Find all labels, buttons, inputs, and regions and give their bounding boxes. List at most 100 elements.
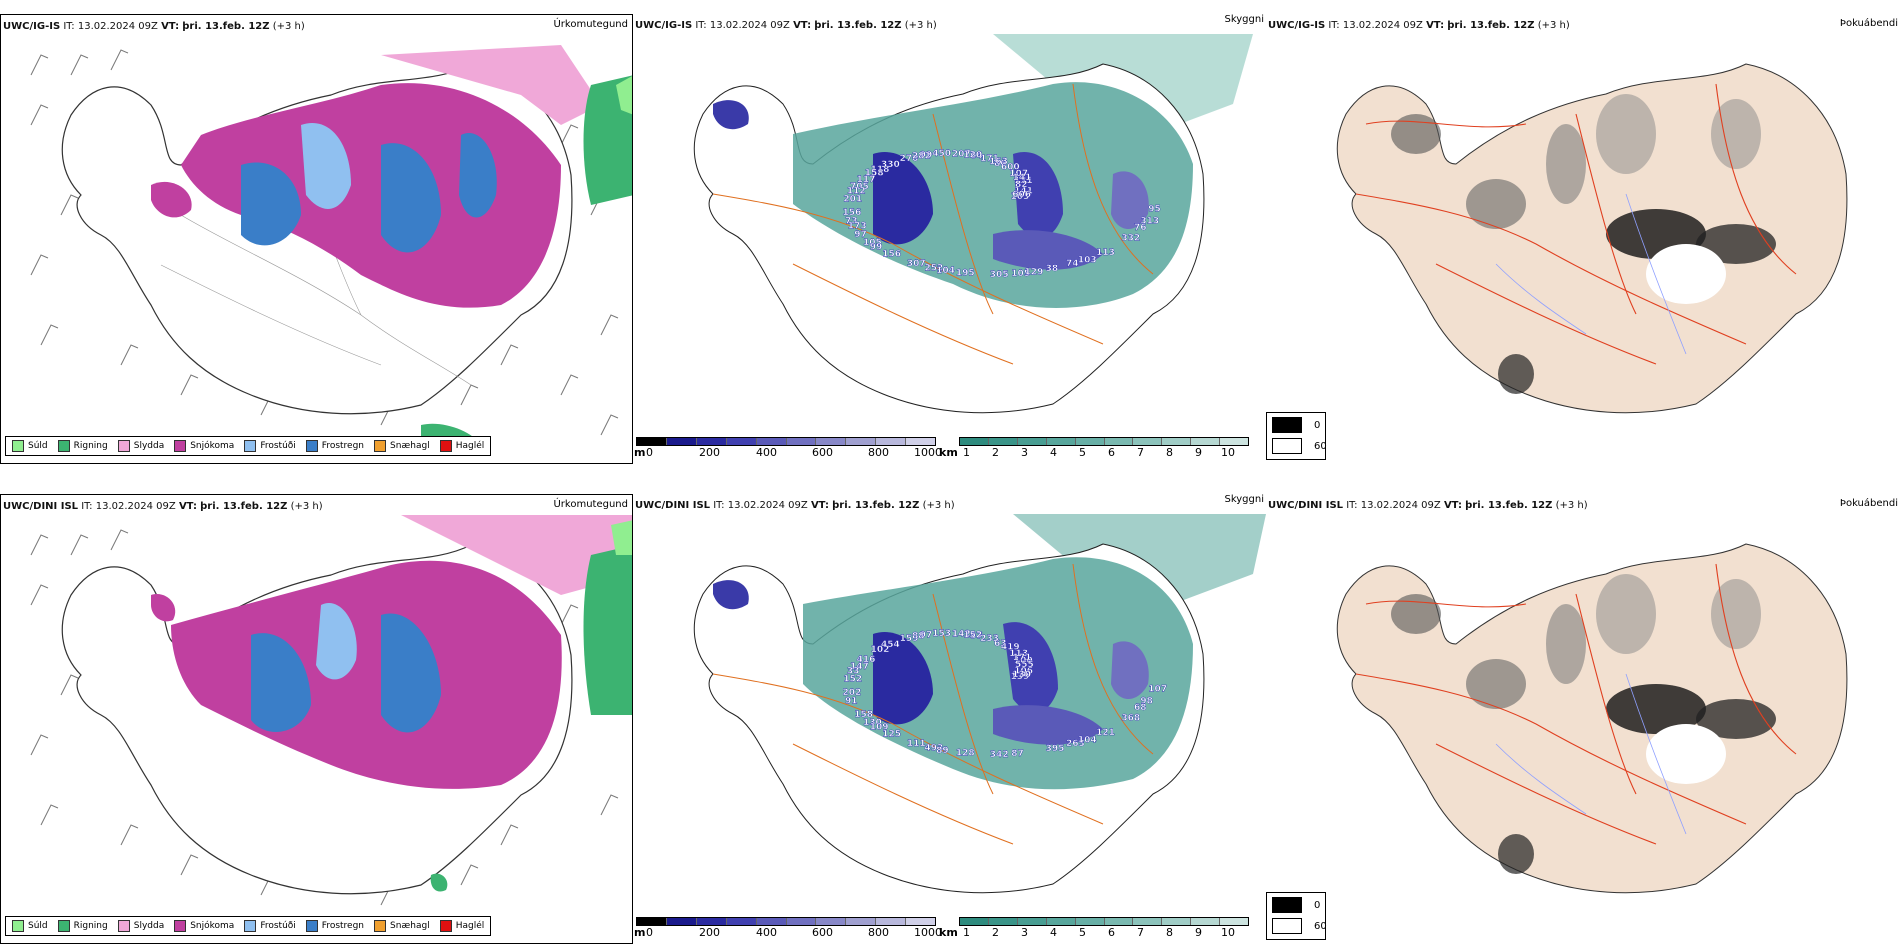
visibility-value-label: 195 [956,269,975,279]
visibility-value-label: 141 [1013,173,1032,183]
visibility-value-label: 147 [850,662,869,672]
visibility-value-label: 107 [1148,685,1167,695]
visibility-value-label: 87 [1011,749,1024,759]
visibility-value-label: 201 [843,195,862,205]
visibility-value-label: 131 [1014,176,1033,186]
visibility-value-label: 332 [1121,234,1140,244]
legend-item: Slydda [117,440,164,452]
scale-unit: km [939,446,958,459]
visibility-value-label: 555 [1015,660,1034,670]
visibility-value-label: 307 [907,259,926,269]
panel-header: UWC/IG-IS IT: 13.02.2024 09Z VT: þri. 13… [3,21,305,32]
visibility-value-label: 270 [900,154,919,164]
visibility-value-label: 113 [1096,248,1115,258]
visibility-value-label: 121 [1096,728,1115,738]
visibility-value-label: 233 [980,634,999,644]
visibility-value-label: 156 [882,250,901,260]
legend-item: Slydda [117,920,164,932]
legend-swatch [374,920,387,932]
visibility-value-label: 98 [1140,696,1153,706]
visibility-value-label: 125 [882,730,901,740]
visibility-value-label: 109 [870,722,889,732]
visibility-value-label: 120 [963,151,982,161]
fog-legend: 0 60 [1266,412,1327,460]
scale-unit: m [634,446,646,459]
visibility-value-label: 103 [1011,192,1030,202]
visibility-value-label: 130 [863,718,882,728]
visibility-value-label: 117 [857,175,876,185]
visibility-value-label: 130 [1012,670,1031,680]
visibility-value-label: 171 [1013,653,1032,663]
precip-panel-row2: UWC/DINI ISL IT: 13.02.2024 09Z VT: þri.… [0,494,633,944]
visibility-value-label: 142 [952,629,971,639]
visibility-scale-km: km 1 2 3 4 5 6 7 8 9 10 [939,917,1251,949]
fog-swatch [1272,417,1302,433]
precip-legend: Súld Rigning Slydda Snjókoma Frostúði Fr… [5,436,492,456]
visibility-value-label: 33 [847,667,860,677]
fog-swatch [1272,918,1302,934]
variable-title: Þokuábendi [1839,18,1898,29]
legend-item: Snæhagl [374,440,430,452]
visibility-value-label: 95 [1148,205,1161,215]
scale-bar-m [636,917,936,926]
precip-legend: Súld Rigning Slydda Snjókoma Frostúði Fr… [5,916,492,936]
precip-panel-row1: UWC/IG-IS IT: 13.02.2024 09Z VT: þri. 13… [0,14,633,464]
fog-swatch [1272,438,1302,454]
precip-map [30,45,632,453]
visibility-value-label: 64 [970,152,983,162]
precip-areas [151,515,632,892]
model-name: UWC/IG-IS [3,21,61,32]
visibility-value-label: 107 [1009,169,1028,179]
visibility-map: 103 105 64 74 705 131 252 99 76 73 86 105 118 141 156 2… [693,34,1253,414]
legend-swatch [244,920,257,932]
scale-unit: m [634,926,646,939]
legend-swatch [244,440,257,452]
visibility-value-label: 152 [963,631,982,641]
legend-swatch [439,440,452,452]
visibility-value-label: 76 [1134,223,1147,233]
visibility-scale-m: m 0 200 400 600 800 1000 [634,917,942,949]
visibility-value-label: 86 [994,159,1007,169]
visibility-value-label: 38 [1046,264,1059,274]
visibility-value-label: 104 [936,266,955,276]
legend-swatch [305,920,318,932]
fog-legend: 0 60 [1266,892,1327,940]
legend-item: Súld [12,440,48,452]
visibility-scale-m: m 0 200 400 600 800 1000 [634,437,942,469]
panel-header: UWC/DINI ISL IT: 13.02.2024 09Z VT: þri.… [635,500,955,511]
visibility-value-label: 158 [865,169,884,179]
visibility-value-label: 416 [857,655,876,665]
visibility-value-label: 103 [1078,255,1097,265]
visibility-value-label: 419 [1001,643,1020,653]
visibility-value-label: 74 [1066,259,1079,269]
panel-header: UWC/DINI ISL IT: 13.02.2024 09Z VT: þri.… [1268,500,1588,511]
visibility-value-label: 105 [863,238,882,248]
visibility-value-label: 368 [1121,714,1140,724]
visibility-value-label: 105 [1011,269,1030,279]
legend-swatch [174,920,187,932]
scale-bar-km [959,437,1249,446]
fog-swatch [1272,897,1302,913]
scale-unit: km [939,926,958,939]
visibility-areas [713,557,1193,790]
visibility-scale-km: km 1 2 3 4 5 6 7 8 9 10 [939,437,1251,469]
roads [712,563,1154,845]
visibility-value-label: 153 [932,629,951,639]
roads [1355,563,1797,845]
visibility-value-label: 313 [1140,216,1159,226]
visibility-value-label: 128 [956,749,975,759]
visibility-value-label: 129 [1025,268,1044,278]
legend-swatch [57,920,70,932]
visibility-value-label: 102 [871,645,890,655]
fog-shading [1391,574,1776,874]
precip-areas [151,45,632,453]
fog-shading [1391,94,1776,394]
legend-item: Snæhagl [374,920,430,932]
visibility-value-label: 395 [1046,744,1065,754]
visibility-value-label: 82 [1015,180,1028,190]
legend-item: Frostregn [305,920,364,932]
legend-item: Snjókoma [174,440,234,452]
legend-item: Frostúði [244,440,296,452]
fog-panel-row1: UWC/IG-IS IT: 13.02.2024 09Z VT: þri. 13… [1266,14,1900,464]
visibility-value-label: 68 [1134,703,1147,713]
